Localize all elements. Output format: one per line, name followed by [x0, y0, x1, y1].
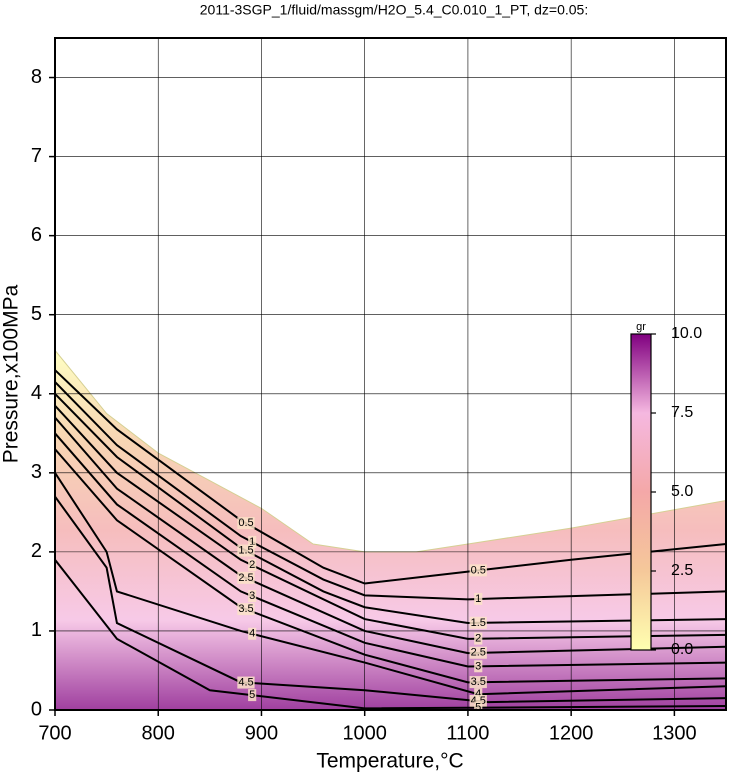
contour-label-bg	[237, 571, 255, 584]
x-tick-label: 800	[142, 722, 175, 744]
contour-label-bg	[469, 695, 487, 708]
contour-label-bg	[474, 701, 483, 710]
contour-label: 4	[475, 688, 481, 700]
contour-label: 3.5	[238, 603, 253, 615]
plot-frame	[54, 37, 727, 711]
contour-label-bg	[474, 688, 483, 701]
x-tick-label: 1100	[446, 722, 489, 744]
contour-label: 1	[475, 593, 481, 605]
contour-line	[55, 381, 726, 601]
contour-label-bg	[474, 592, 483, 605]
contour-label: 0.5	[471, 564, 486, 576]
chart-title: 2011-3SGP_1/fluid/massgm/H2O_5.4_C0.010_…	[200, 2, 588, 18]
contour-label: 3	[249, 590, 255, 602]
colorbar-tick-label: 10.0	[671, 325, 702, 342]
contour-label-bg	[248, 590, 257, 603]
x-tick-label: 900	[245, 722, 278, 744]
contour-label: 3.5	[471, 676, 486, 688]
x-axis-label: Temperature,°C	[316, 750, 463, 773]
contour-line	[55, 416, 726, 655]
colorbar	[630, 333, 652, 651]
y-tick-label: 2	[31, 540, 42, 562]
contour-label: 1.5	[471, 617, 486, 629]
contour-line	[55, 404, 726, 640]
contour-label-bg	[474, 660, 483, 673]
contour-line	[55, 559, 726, 710]
contour-label-bg	[469, 616, 487, 629]
contour-label: 2	[249, 559, 255, 571]
contour-line	[55, 393, 726, 625]
domain-fill	[55, 349, 726, 710]
colorbar-tick-label: 2.5	[671, 562, 693, 579]
contour-line	[55, 448, 726, 684]
y-tick-label: 5	[31, 303, 42, 325]
contour-label-bg	[248, 689, 257, 702]
contour-label: 2.5	[238, 572, 253, 584]
colorbar-label: gr	[636, 321, 646, 333]
contour-label: 3	[475, 660, 481, 672]
contour-label-bg	[474, 632, 483, 645]
contour-label-bg	[237, 517, 255, 530]
contour-line	[55, 369, 726, 585]
y-tick-label: 6	[31, 224, 42, 246]
contour-label: 2	[475, 633, 481, 645]
contour-label-bg	[248, 627, 257, 640]
x-tick-label: 1200	[549, 722, 594, 744]
y-tick-label: 7	[31, 145, 42, 167]
contour-label-bg	[237, 603, 255, 616]
contour-label: 5	[249, 689, 255, 701]
contour-label-bg	[237, 676, 255, 689]
y-tick-label: 3	[31, 461, 42, 483]
contour-label: 1.5	[238, 545, 253, 557]
contour-label: 1	[249, 536, 255, 548]
contour-line	[55, 432, 726, 668]
contour-label-bg	[469, 676, 487, 689]
contour-label-bg	[237, 544, 255, 557]
contour-label: 0.5	[238, 517, 253, 529]
colorbar-tick-label: 7.5	[671, 404, 693, 421]
contour-label-bg	[248, 535, 257, 548]
contour-label: 4	[249, 628, 255, 640]
contour-label: 5	[475, 702, 481, 714]
contour-label: 2.5	[471, 647, 486, 659]
contour-label-bg	[469, 564, 487, 577]
y-axis-label: Pressure,x100MPa	[0, 284, 23, 463]
contour-label: 4.5	[238, 677, 253, 689]
y-tick-label: 8	[31, 66, 42, 88]
contour-label-bg	[248, 559, 257, 572]
y-tick-label: 1	[31, 619, 42, 641]
x-tick-label: 700	[38, 722, 71, 744]
colorbar-tick-label: 5.0	[671, 483, 693, 500]
y-tick-label: 0	[31, 698, 42, 720]
x-tick-label: 1300	[652, 722, 697, 744]
x-tick-label: 1000	[342, 722, 387, 744]
y-tick-label: 4	[31, 382, 42, 404]
colorbar-tick-label: 0.0	[671, 641, 693, 658]
contour-label-bg	[469, 646, 487, 659]
